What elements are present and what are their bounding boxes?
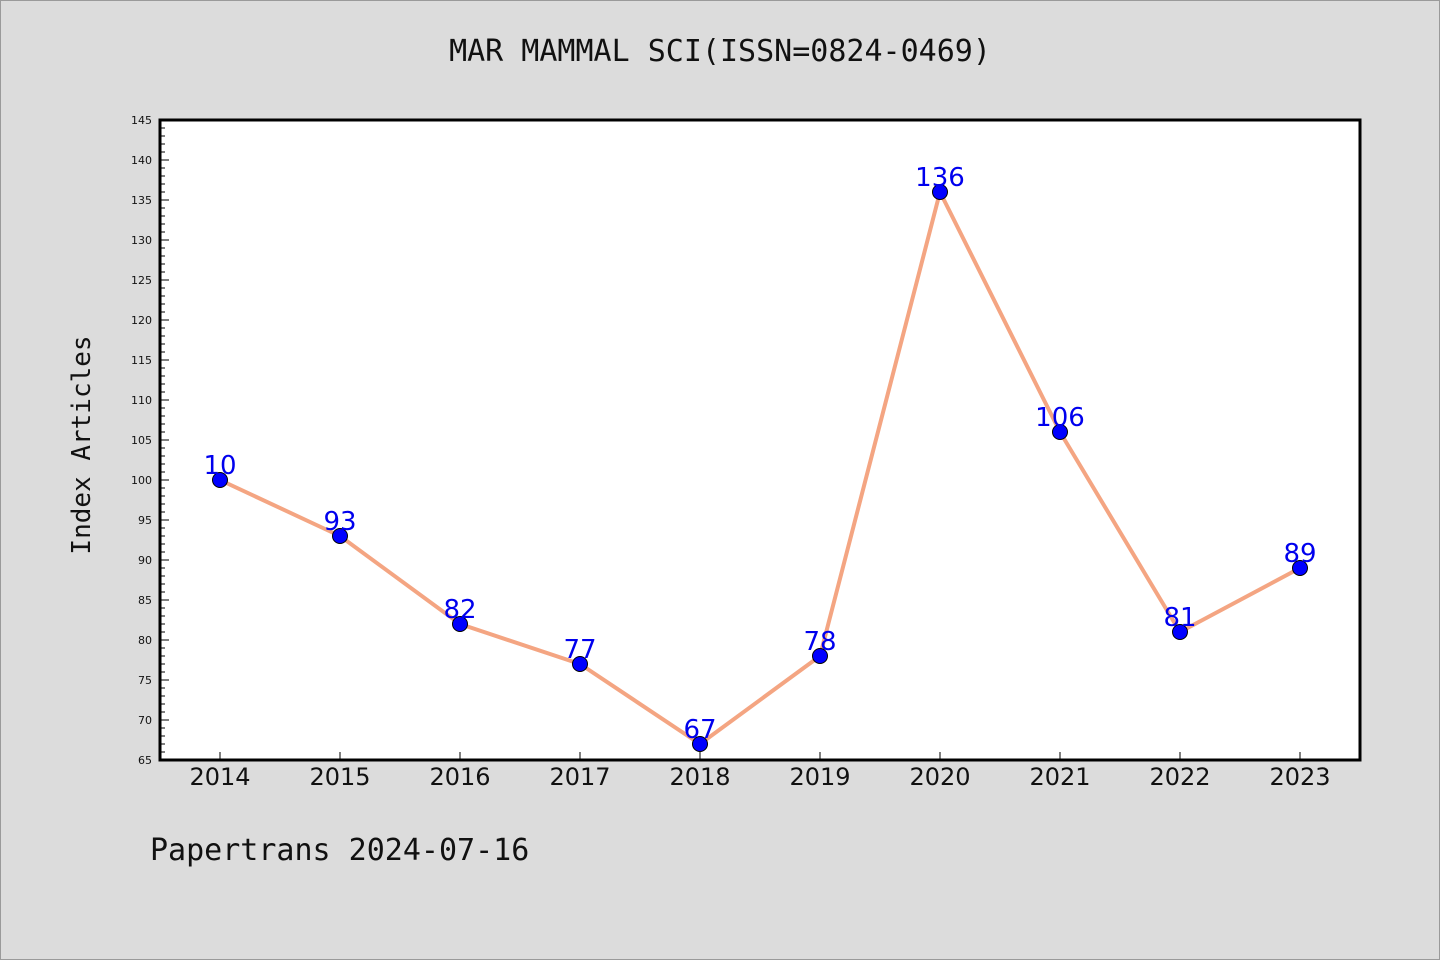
x-tick-label: 2019: [789, 763, 850, 791]
x-tick-label: 2020: [909, 763, 970, 791]
y-tick-label: 125: [131, 274, 152, 287]
data-point: [212, 472, 228, 488]
y-tick-label: 70: [138, 714, 152, 727]
y-tick-label: 85: [138, 594, 152, 607]
data-label: 77: [563, 635, 596, 665]
data-label: 136: [915, 163, 965, 193]
y-tick-label: 110: [131, 394, 152, 407]
y-tick-label: 120: [131, 314, 152, 327]
data-label: 106: [1035, 403, 1085, 433]
data-point: [452, 616, 468, 632]
data-label: 78: [803, 627, 836, 657]
y-tick-label: 90: [138, 554, 152, 567]
data-label: 67: [683, 715, 716, 745]
footer-credit: Papertrans 2024-07-16: [150, 833, 530, 868]
data-point: [1052, 424, 1068, 440]
data-point: [692, 736, 708, 752]
x-tick-label: 2022: [1149, 763, 1210, 791]
y-tick-label: 105: [131, 434, 152, 447]
data-point: [572, 656, 588, 672]
data-point: [332, 528, 348, 544]
data-label: 10: [203, 451, 236, 481]
x-tick-label: 2015: [309, 763, 370, 791]
x-tick-label: 2016: [429, 763, 490, 791]
series-index-articles: 10 93 82 77 67 78 136 106 81 89: [203, 163, 1317, 752]
y-axis: 65 70 75 80 85 90 95 100 105 110 115 120 125 130 135 14…: [131, 114, 169, 767]
data-point: [1172, 624, 1188, 640]
x-tick-label: 2014: [189, 763, 250, 791]
data-point: [812, 648, 828, 664]
data-label: 82: [443, 595, 476, 625]
y-tick-label: 135: [131, 194, 152, 207]
y-tick-label: 65: [138, 754, 152, 767]
y-tick-label: 145: [131, 114, 152, 127]
y-axis-label: Index Articles: [67, 335, 97, 554]
plot-area: [158, 118, 1362, 762]
chart-title: MAR MAMMAL SCI(ISSN=0824-0469): [449, 34, 991, 69]
y-tick-label: 100: [131, 474, 152, 487]
data-point: [1292, 560, 1308, 576]
x-tick-label: 2018: [669, 763, 730, 791]
y-tick-label: 115: [131, 354, 152, 367]
series-line: [219, 190, 1301, 746]
y-tick-label: 140: [131, 154, 152, 167]
data-label: 81: [1163, 603, 1196, 633]
data-label: 93: [323, 507, 356, 537]
data-point: [932, 184, 948, 200]
x-tick-label: 2023: [1269, 763, 1330, 791]
y-tick-label: 80: [138, 634, 152, 647]
y-tick-label: 95: [138, 514, 152, 527]
y-tick-label: 130: [131, 234, 152, 247]
x-tick-label: 2017: [549, 763, 610, 791]
data-label: 89: [1283, 539, 1316, 569]
x-axis: 2014 2015 2016 2017 2018 2019 2020 2021 2022 2023: [189, 752, 1331, 791]
x-tick-label: 2021: [1029, 763, 1090, 791]
y-tick-label: 75: [138, 674, 152, 687]
